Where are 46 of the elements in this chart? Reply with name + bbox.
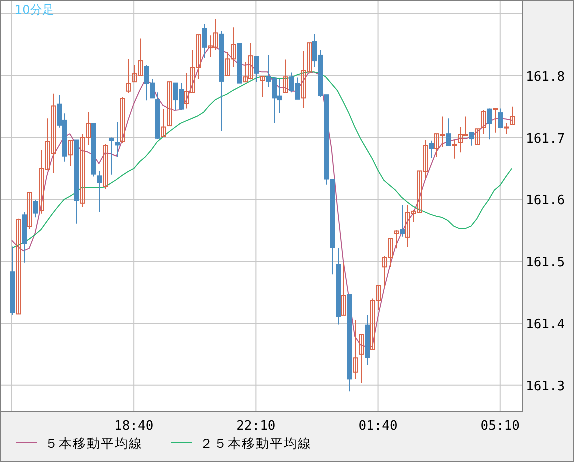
candlestick (161, 108, 166, 138)
candlestick (103, 143, 108, 190)
candlestick (260, 76, 265, 98)
y-tick-label: 161.8 (526, 70, 566, 85)
candlestick (109, 137, 114, 176)
x-tick-label: 01:40 (358, 419, 398, 434)
candlestick (341, 262, 346, 316)
x-tick-label: 22:10 (236, 419, 276, 434)
candlestick (167, 82, 172, 127)
candlestick (493, 108, 498, 134)
y-tick-label: 161.7 (526, 132, 566, 147)
candlestick (16, 218, 21, 315)
y-tick-label: 161.3 (526, 379, 566, 394)
candlestick (452, 140, 457, 160)
line-series (11, 72, 513, 250)
y-tick-label: 161.4 (526, 317, 566, 332)
candlestick (510, 106, 515, 126)
x-tick-label: 18:40 (114, 419, 154, 434)
candlestick (446, 118, 451, 146)
candlestick (487, 108, 492, 140)
legend-label: ５本移動平均線 (45, 437, 143, 452)
candlestick (400, 204, 405, 238)
y-tick-label: 161.5 (526, 256, 566, 271)
candlestick (126, 58, 131, 94)
x-tick-label: 05:10 (480, 419, 520, 434)
candlestick (353, 320, 358, 380)
candlestick (202, 24, 207, 58)
candlestick (475, 128, 480, 146)
candlestick (120, 96, 125, 144)
candlestick (115, 122, 120, 158)
candlestick (97, 170, 102, 213)
candlestick (359, 334, 364, 384)
candlestick (429, 140, 434, 159)
candlestick (68, 140, 73, 167)
y-tick-label: 161.6 (526, 194, 566, 209)
candlestick (254, 56, 259, 83)
candlestick (481, 110, 486, 135)
legend-label: ２５本移動平均線 (200, 437, 312, 452)
candlestick (394, 230, 399, 250)
chart-title: 10分足 (15, 3, 54, 17)
candlestick (469, 132, 474, 146)
candlestick (33, 200, 38, 218)
candlestick (27, 192, 32, 230)
candlestick (283, 59, 288, 94)
candlestick (498, 108, 503, 128)
candlestick (504, 122, 509, 135)
